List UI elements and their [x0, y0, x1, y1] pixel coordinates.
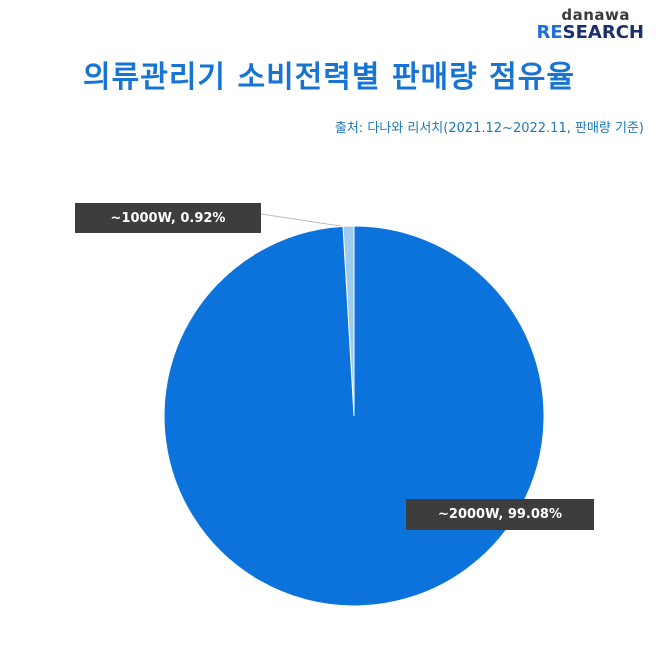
chart-title: 의류관리기 소비전력별 판매량 점유율 — [83, 60, 575, 95]
chart-source: 출처: 다나와 리서치(2021.12~2022.11, 판매량 기준) — [334, 121, 644, 136]
data-label-2000w: ~2000W, 99.08% — [406, 499, 594, 530]
pie-slice-2000w — [163, 225, 545, 607]
logo-research-text: RESEARCH — [537, 24, 644, 42]
logo-search-text: SEARCH — [562, 22, 644, 43]
data-label-1000w: ~1000W, 0.92% — [75, 203, 261, 233]
leader-line-1000w — [260, 213, 348, 228]
danawa-research-logo: danawa RESEARCH — [537, 8, 644, 42]
logo-danawa-text: danawa — [561, 6, 630, 24]
logo-re-text: RE — [536, 22, 563, 43]
